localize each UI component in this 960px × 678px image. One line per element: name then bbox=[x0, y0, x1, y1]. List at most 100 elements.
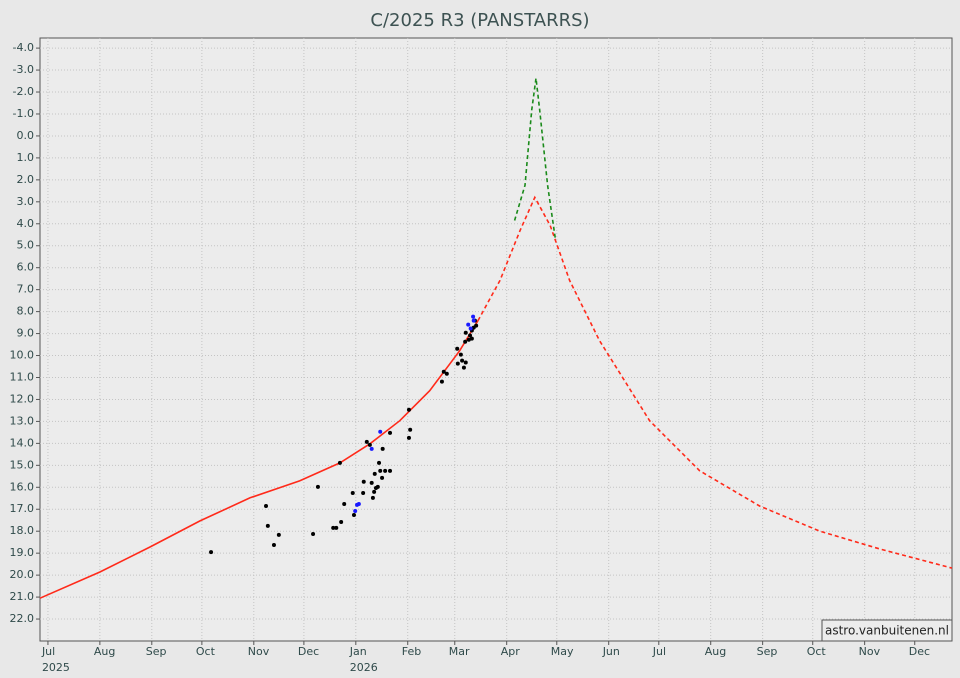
y-tick-label: 11.0 bbox=[10, 370, 35, 383]
x-tick-label: Apr bbox=[501, 645, 521, 658]
grid bbox=[36, 38, 952, 645]
observation bbox=[372, 489, 377, 494]
x-tick-label: Dec bbox=[909, 645, 930, 658]
observation bbox=[311, 532, 316, 537]
observation bbox=[441, 369, 446, 374]
x-tick-label: Oct bbox=[196, 645, 216, 658]
y-tick-label: 20.0 bbox=[10, 568, 35, 581]
observation bbox=[388, 430, 393, 435]
curve bbox=[513, 78, 557, 241]
observation bbox=[265, 523, 270, 528]
observation bbox=[331, 525, 336, 530]
y-tick-label: 12.0 bbox=[10, 392, 35, 405]
x-tick-label: Mar bbox=[449, 645, 470, 658]
observation bbox=[337, 460, 342, 465]
y-tick-label: 14.0 bbox=[10, 436, 35, 449]
y-tick-label: -3.0 bbox=[13, 63, 34, 76]
y-tick-label: 16.0 bbox=[10, 480, 35, 493]
observation bbox=[383, 468, 388, 473]
annotation: astro.vanbuitenen.nl bbox=[825, 624, 949, 638]
observation bbox=[455, 346, 460, 351]
observation bbox=[375, 484, 380, 489]
observation bbox=[351, 512, 356, 517]
observation bbox=[380, 475, 385, 480]
x-tick-label: Jul bbox=[41, 645, 55, 658]
y-tick-label: 9.0 bbox=[17, 327, 35, 340]
x-tick-label: Feb bbox=[402, 645, 421, 658]
curve bbox=[39, 320, 479, 599]
x-tick-label: Oct bbox=[807, 645, 827, 658]
x-tick-label: Nov bbox=[248, 645, 270, 658]
plot-area bbox=[39, 37, 953, 642]
x-tick-label: Jul bbox=[652, 645, 666, 658]
labels: -4.0 -3.0 -2.0 -1.0 0.0 1.0 2.0 3.0 4.0 5.0 6.0 7.0… bbox=[10, 41, 953, 674]
observation bbox=[378, 468, 383, 473]
observation bbox=[463, 360, 468, 365]
y-tick-label: 1.0 bbox=[17, 151, 35, 164]
observation bbox=[458, 352, 463, 357]
observation bbox=[334, 525, 339, 530]
y-tick-label: 22.0 bbox=[10, 612, 35, 625]
observation bbox=[408, 427, 413, 432]
annotation-box bbox=[821, 619, 953, 642]
y-tick-label: 10.0 bbox=[10, 349, 35, 362]
chart-title: C/2025 R3 (PANSTARRS) bbox=[370, 10, 589, 31]
observation bbox=[369, 480, 374, 485]
observation bbox=[406, 407, 411, 412]
observation bbox=[377, 460, 382, 465]
observation bbox=[378, 429, 383, 434]
x-tick-label: Jun bbox=[602, 645, 620, 658]
x-tick-label: Nov bbox=[859, 645, 881, 658]
observation bbox=[468, 333, 473, 338]
y-tick-label: 3.0 bbox=[17, 195, 35, 208]
y-tick-label: 21.0 bbox=[10, 590, 35, 603]
y-tick-label: -1.0 bbox=[13, 107, 34, 120]
x-tick-label: Aug bbox=[94, 645, 115, 658]
x-tick-label: Sep bbox=[757, 645, 778, 658]
observation bbox=[370, 495, 375, 500]
observation bbox=[209, 550, 214, 555]
observation bbox=[474, 323, 479, 328]
x-tick-label: May bbox=[551, 645, 574, 658]
curve bbox=[477, 195, 953, 569]
observation bbox=[406, 435, 411, 440]
x-tick-label: Aug bbox=[705, 645, 726, 658]
observation bbox=[463, 330, 468, 335]
x-tick-label: Jan bbox=[349, 645, 367, 658]
observation bbox=[361, 490, 366, 495]
observation bbox=[461, 365, 466, 370]
observation bbox=[380, 446, 385, 451]
observation bbox=[350, 490, 355, 495]
observation bbox=[466, 322, 471, 327]
observation bbox=[315, 484, 320, 489]
observation bbox=[372, 471, 377, 476]
observation bbox=[356, 501, 361, 506]
y-tick-label: 0.0 bbox=[17, 129, 35, 142]
observation bbox=[342, 501, 347, 506]
observation bbox=[471, 318, 476, 323]
observation bbox=[471, 314, 476, 319]
y-tick-label: 8.0 bbox=[17, 305, 35, 318]
observation bbox=[367, 442, 372, 447]
observation bbox=[264, 503, 269, 508]
y-tick-label: 4.0 bbox=[17, 217, 35, 230]
observation bbox=[468, 326, 473, 331]
observation bbox=[276, 532, 281, 537]
y-tick-label: -2.0 bbox=[13, 85, 34, 98]
y-tick-label: 15.0 bbox=[10, 458, 35, 471]
observation bbox=[369, 446, 374, 451]
observation bbox=[455, 361, 460, 366]
observation bbox=[339, 519, 344, 524]
observation bbox=[460, 358, 465, 363]
y-tick-label: -4.0 bbox=[13, 41, 34, 54]
observation bbox=[388, 468, 393, 473]
y-tick-label: 5.0 bbox=[17, 239, 35, 252]
observation bbox=[463, 339, 468, 344]
observation bbox=[439, 379, 444, 384]
y-tick-label: 6.0 bbox=[17, 261, 35, 274]
x-tick-label: Sep bbox=[146, 645, 167, 658]
y-tick-label: 2.0 bbox=[17, 173, 35, 186]
y-tick-label: 18.0 bbox=[10, 524, 35, 537]
observation bbox=[444, 371, 449, 376]
